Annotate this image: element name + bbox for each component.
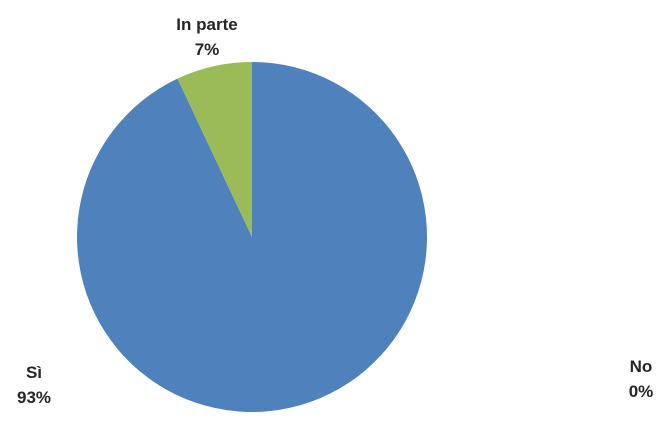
data-label-category: Sì: [26, 363, 42, 382]
pie-slice-in-parte: [177, 62, 252, 237]
data-label-value: 7%: [195, 40, 220, 59]
data-label-value: 93%: [17, 388, 51, 407]
data-label-no: No 0%: [629, 357, 654, 401]
pie-slices: [77, 62, 428, 412]
data-label-si: Sì 93%: [17, 363, 51, 407]
data-label-value: 0%: [629, 382, 654, 401]
pie-data-labels: Sì 93% No 0% In parte 7%: [17, 15, 653, 407]
data-label-category: In parte: [176, 15, 237, 34]
data-label-category: No: [630, 357, 653, 376]
pie-slice-si: [77, 62, 428, 412]
data-label-in-parte: In parte 7%: [176, 15, 237, 59]
